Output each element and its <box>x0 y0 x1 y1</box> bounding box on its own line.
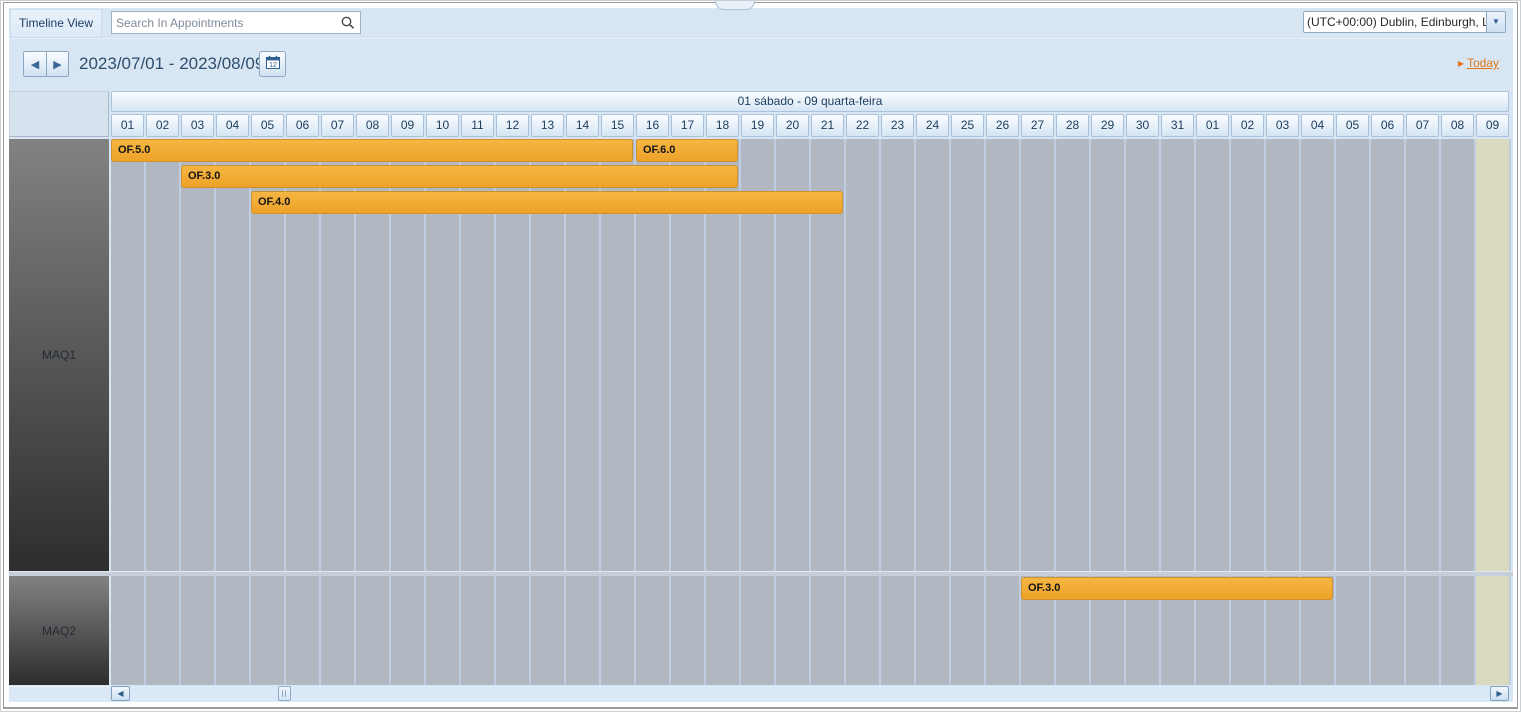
calendar-icon: 12 <box>265 55 281 70</box>
timezone-dropdown-button[interactable]: ▼ <box>1486 12 1505 32</box>
day-header-cell[interactable]: 03 <box>181 114 214 137</box>
search-input[interactable] <box>112 16 339 30</box>
day-header-cell[interactable]: 04 <box>216 114 249 137</box>
calendar-button[interactable]: 12 <box>259 51 286 77</box>
day-header-cell[interactable]: 17 <box>671 114 704 137</box>
timeline-lane[interactable]: OF.3.0 <box>111 576 1511 685</box>
svg-text:12: 12 <box>269 62 277 69</box>
day-header-cell[interactable]: 27 <box>1021 114 1054 137</box>
day-header-cell[interactable]: 06 <box>286 114 319 137</box>
day-header-cell[interactable]: 10 <box>426 114 459 137</box>
scrollbar-corner <box>9 686 109 702</box>
day-header-cell[interactable]: 18 <box>706 114 739 137</box>
today-column-highlight <box>1476 139 1509 571</box>
prev-period-button[interactable]: ◀ <box>23 51 46 77</box>
day-header-cell[interactable]: 19 <box>741 114 774 137</box>
today-link[interactable]: ▶ Today <box>1458 56 1499 70</box>
day-header-cell[interactable]: 13 <box>531 114 564 137</box>
today-label: Today <box>1467 56 1499 70</box>
timezone-combobox[interactable]: (UTC+00:00) Dublin, Edinburgh, Li ▼ <box>1303 11 1506 33</box>
timeline-header: 01 sábado - 09 quarta-feira 010203040506… <box>9 89 1513 139</box>
navigation-toolbar: ◀ ▶ 2023/07/01 - 2023/08/09 12 ▶ Today <box>9 39 1513 89</box>
scrollbar-row: ◀ ▶ <box>9 686 1513 702</box>
day-header-cell[interactable]: 02 <box>146 114 179 137</box>
day-header-cell[interactable]: 30 <box>1126 114 1159 137</box>
day-header-cell[interactable]: 26 <box>986 114 1019 137</box>
day-header-cell[interactable]: 08 <box>1441 114 1474 137</box>
day-header-cell[interactable]: 22 <box>846 114 879 137</box>
day-header-cell[interactable]: 09 <box>391 114 424 137</box>
day-header-cell[interactable]: 08 <box>356 114 389 137</box>
day-header-cell[interactable]: 01 <box>1196 114 1229 137</box>
day-header-cell[interactable]: 24 <box>916 114 949 137</box>
day-header-cell[interactable]: 01 <box>111 114 144 137</box>
search-icon <box>339 14 357 32</box>
day-header-cell[interactable]: 28 <box>1056 114 1089 137</box>
day-header-cell[interactable]: 21 <box>811 114 844 137</box>
day-header-cell[interactable]: 29 <box>1091 114 1124 137</box>
appointment[interactable]: OF.3.0 <box>181 165 738 188</box>
scrollbar-thumb[interactable] <box>278 686 291 701</box>
window-frame-line <box>3 707 1518 709</box>
timeline-lane[interactable]: OF.5.0OF.6.0 OF.3.0 OF.4.0 <box>111 139 1511 571</box>
day-header-cell[interactable]: 06 <box>1371 114 1404 137</box>
day-header-cell[interactable]: 23 <box>881 114 914 137</box>
day-header-cell[interactable]: 11 <box>461 114 494 137</box>
day-header-row: 0102030405060708091011121314151617181920… <box>111 114 1511 138</box>
appointment[interactable]: OF.4.0 <box>251 191 843 214</box>
date-nav-group: ◀ ▶ <box>23 51 69 77</box>
day-header-cell[interactable]: 09 <box>1476 114 1509 137</box>
day-header-cell[interactable]: 31 <box>1161 114 1194 137</box>
ribbon-collapse-grip[interactable] <box>715 1 755 10</box>
day-header-cell[interactable]: 07 <box>321 114 354 137</box>
resource-header-corner <box>9 91 109 137</box>
day-header-cell[interactable]: 04 <box>1301 114 1334 137</box>
day-header-cell[interactable]: 16 <box>636 114 669 137</box>
scheduler-window: Timeline View (UTC+00:00) Dublin, Edinbu… <box>0 0 1521 712</box>
date-group-header: 01 sábado - 09 quarta-feira <box>111 91 1509 112</box>
scheduler-content: Timeline View (UTC+00:00) Dublin, Edinbu… <box>9 8 1513 702</box>
scroll-right-button[interactable]: ▶ <box>1490 686 1509 701</box>
appointment[interactable]: OF.5.0 <box>111 139 633 162</box>
day-header-cell[interactable]: 20 <box>776 114 809 137</box>
day-header-cell[interactable]: 07 <box>1406 114 1439 137</box>
day-header-cell[interactable]: 03 <box>1266 114 1299 137</box>
day-header-cell[interactable]: 05 <box>1336 114 1369 137</box>
resource-cell[interactable]: MAQ1 <box>9 139 109 571</box>
timezone-value: (UTC+00:00) Dublin, Edinburgh, Li <box>1304 15 1486 29</box>
day-header-cell[interactable]: 05 <box>251 114 284 137</box>
scrollbar-track[interactable] <box>130 686 1490 702</box>
day-header-cell[interactable]: 12 <box>496 114 529 137</box>
horizontal-scrollbar[interactable]: ◀ ▶ <box>111 686 1509 702</box>
day-header-cell[interactable]: 14 <box>566 114 599 137</box>
search-appointments-box[interactable] <box>111 11 361 34</box>
next-period-button[interactable]: ▶ <box>46 51 69 77</box>
tab-timeline-view[interactable]: Timeline View <box>10 9 102 38</box>
today-column-highlight <box>1476 576 1509 685</box>
day-header-cell[interactable]: 02 <box>1231 114 1264 137</box>
day-header-cell[interactable]: 15 <box>601 114 634 137</box>
date-range-label: 2023/07/01 - 2023/08/09 <box>79 39 264 89</box>
scroll-left-button[interactable]: ◀ <box>111 686 130 701</box>
day-header-cell[interactable]: 25 <box>951 114 984 137</box>
appointment[interactable]: OF.6.0 <box>636 139 738 162</box>
timeline-body: MAQ1OF.5.0OF.6.0 OF.3.0 OF.4.0 MAQ2 OF.3.0 <box>9 139 1513 686</box>
today-arrow-icon: ▶ <box>1458 59 1464 68</box>
top-toolbar: Timeline View (UTC+00:00) Dublin, Edinbu… <box>9 8 1513 39</box>
resource-cell[interactable]: MAQ2 <box>9 576 109 685</box>
appointment[interactable]: OF.3.0 <box>1021 577 1333 600</box>
